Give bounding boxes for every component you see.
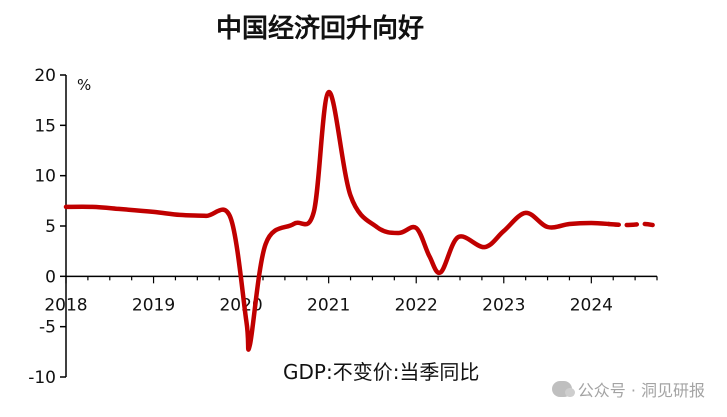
y-tick-label: 10: [34, 167, 56, 187]
x-tick-label: 2018: [44, 295, 87, 315]
x-tick-label: 2019: [132, 295, 175, 315]
y-tick-label: 0: [45, 267, 56, 287]
forecast-line: [606, 221, 655, 228]
watermark-text: 公众号 · 洞见研报: [577, 381, 705, 400]
wechat-icon: [551, 381, 575, 397]
gdp-line: [63, 89, 612, 352]
y-tick-label: -10: [28, 368, 56, 388]
y-tick-label: 15: [34, 116, 56, 136]
y-tick-label: -5: [39, 318, 56, 338]
chart-lines: [63, 89, 655, 352]
y-tick-label: 5: [45, 217, 56, 237]
chart-axes: -10 -5 0 5 10 15 20 % 2018 2019 2020 2021 2022 2023 20…: [28, 66, 658, 388]
x-tick-label: 2022: [395, 295, 438, 315]
x-tick-label: 2024: [570, 295, 613, 315]
watermark: 公众号 · 洞见研报: [551, 377, 705, 401]
chart-title: 中国经济回升向好: [215, 14, 424, 44]
x-tick-label: 2020: [219, 295, 262, 315]
x-tick-label: 2021: [307, 295, 350, 315]
y-tick-label: 20: [34, 66, 56, 86]
x-tick-label: 2023: [482, 295, 525, 315]
series-note: GDP:不变价:当季同比: [283, 360, 480, 384]
y-axis-unit: %: [77, 76, 91, 94]
